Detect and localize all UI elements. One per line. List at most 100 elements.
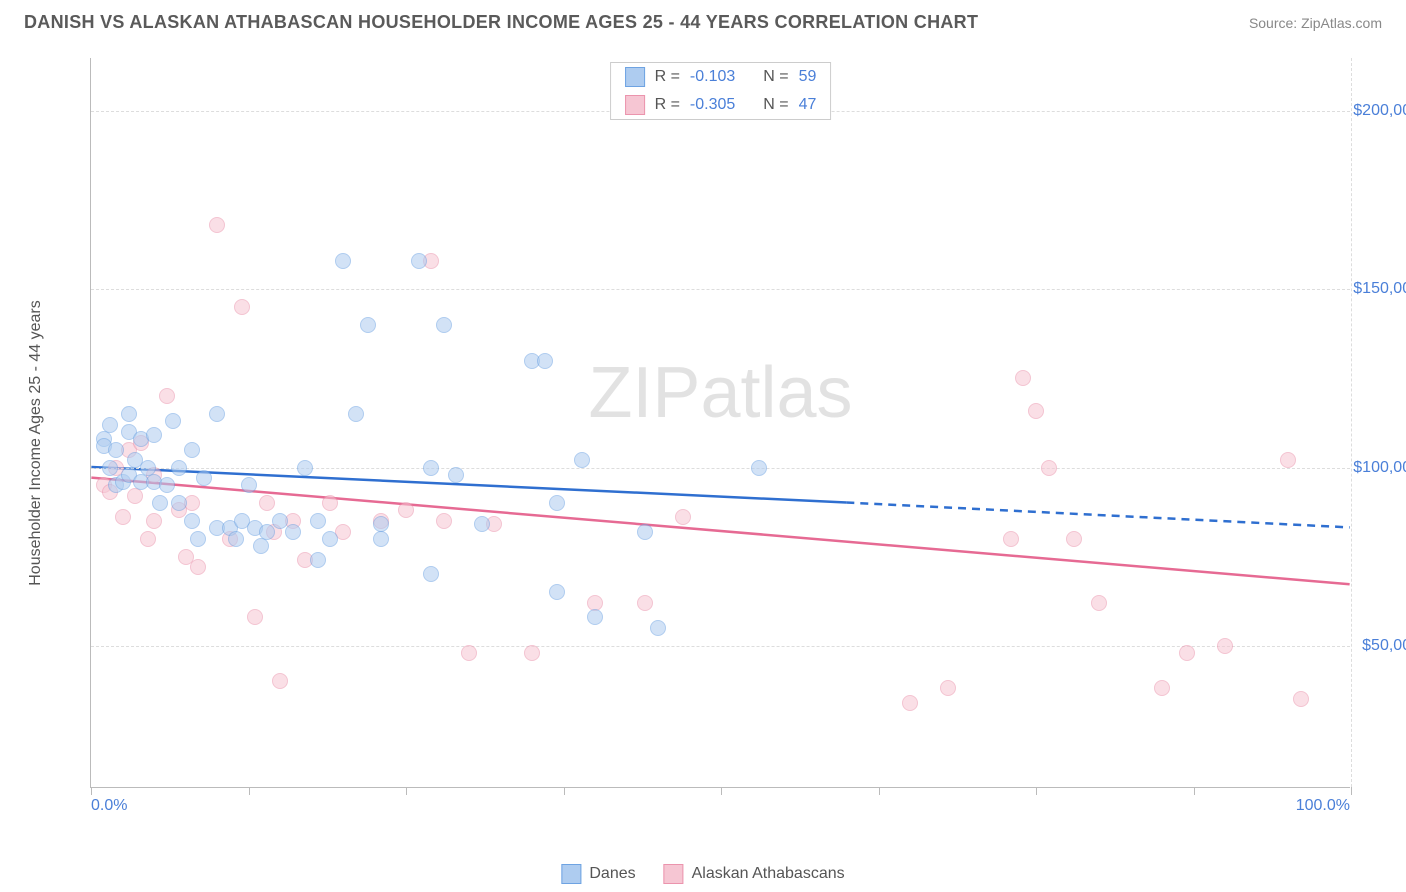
data-point-danes: [190, 531, 206, 547]
y-axis-title: Householder Income Ages 25 - 44 years: [27, 300, 45, 586]
data-point-athabascans: [1217, 638, 1233, 654]
data-point-danes: [165, 413, 181, 429]
data-point-danes: [637, 524, 653, 540]
data-point-athabascans: [902, 695, 918, 711]
data-point-athabascans: [115, 509, 131, 525]
data-point-danes: [184, 442, 200, 458]
legend-swatch-athabascans: [625, 95, 645, 115]
legend-label: Danes: [589, 865, 635, 883]
data-point-danes: [171, 495, 187, 511]
r-value: -0.103: [690, 68, 735, 86]
data-point-danes: [241, 477, 257, 493]
data-point-danes: [310, 552, 326, 568]
data-point-danes: [474, 516, 490, 532]
data-point-danes: [549, 584, 565, 600]
data-point-danes: [574, 452, 590, 468]
x-axis-max-label: 100.0%: [1296, 797, 1350, 815]
data-point-danes: [146, 427, 162, 443]
data-point-danes: [373, 531, 389, 547]
data-point-danes: [108, 442, 124, 458]
x-tick: [1194, 787, 1195, 795]
x-tick: [406, 787, 407, 795]
legend-swatch-athabascans: [664, 864, 684, 884]
data-point-athabascans: [1179, 645, 1195, 661]
data-point-danes: [209, 406, 225, 422]
data-point-danes: [436, 317, 452, 333]
data-point-athabascans: [398, 502, 414, 518]
data-point-athabascans: [1091, 595, 1107, 611]
grid-line: [1351, 58, 1352, 787]
grid-line: [91, 289, 1350, 290]
n-label: N =: [763, 68, 788, 86]
data-point-danes: [751, 460, 767, 476]
legend-item-danes: Danes: [561, 864, 635, 884]
data-point-athabascans: [1280, 452, 1296, 468]
r-label: R =: [655, 96, 680, 114]
data-point-athabascans: [209, 217, 225, 233]
data-point-athabascans: [234, 299, 250, 315]
data-point-danes: [171, 460, 187, 476]
legend-label: Alaskan Athabascans: [692, 865, 845, 883]
data-point-athabascans: [1003, 531, 1019, 547]
x-tick: [91, 787, 92, 795]
data-point-danes: [102, 417, 118, 433]
data-point-athabascans: [146, 513, 162, 529]
correlation-legend: R = -0.103 N = 59 R = -0.305 N = 47: [610, 62, 832, 120]
y-tick-label: $150,000: [1353, 280, 1406, 298]
legend-swatch-danes: [561, 864, 581, 884]
data-point-danes: [184, 513, 200, 529]
data-point-danes: [297, 460, 313, 476]
data-point-danes: [228, 531, 244, 547]
y-tick-label: $200,000: [1353, 102, 1406, 120]
y-tick-label: $100,000: [1353, 459, 1406, 477]
grid-line: [91, 646, 1350, 647]
x-tick: [879, 787, 880, 795]
data-point-athabascans: [190, 559, 206, 575]
data-point-athabascans: [524, 645, 540, 661]
data-point-athabascans: [1293, 691, 1309, 707]
data-point-danes: [152, 495, 168, 511]
data-point-athabascans: [675, 509, 691, 525]
x-tick: [721, 787, 722, 795]
data-point-danes: [335, 253, 351, 269]
data-point-athabascans: [1028, 403, 1044, 419]
data-point-danes: [373, 516, 389, 532]
legend-item-athabascans: Alaskan Athabascans: [664, 864, 845, 884]
r-label: R =: [655, 68, 680, 86]
scatter-plot: R = -0.103 N = 59 R = -0.305 N = 47 ZIPa…: [90, 58, 1350, 788]
x-tick: [249, 787, 250, 795]
legend-row: R = -0.305 N = 47: [611, 91, 831, 119]
data-point-danes: [121, 406, 137, 422]
data-point-danes: [587, 609, 603, 625]
data-point-danes: [310, 513, 326, 529]
data-point-athabascans: [127, 488, 143, 504]
data-point-danes: [423, 460, 439, 476]
data-point-danes: [360, 317, 376, 333]
x-axis-min-label: 0.0%: [91, 797, 127, 815]
data-point-danes: [322, 531, 338, 547]
data-point-athabascans: [436, 513, 452, 529]
data-point-athabascans: [1015, 370, 1031, 386]
data-point-danes: [650, 620, 666, 636]
x-tick: [1036, 787, 1037, 795]
source-label: Source: ZipAtlas.com: [1249, 15, 1382, 31]
y-tick-label: $50,000: [1362, 637, 1406, 655]
page-title: DANISH VS ALASKAN ATHABASCAN HOUSEHOLDER…: [24, 12, 978, 33]
series-legend: Danes Alaskan Athabascans: [561, 864, 844, 884]
data-point-danes: [102, 460, 118, 476]
data-point-athabascans: [247, 609, 263, 625]
data-point-danes: [549, 495, 565, 511]
grid-line: [91, 468, 1350, 469]
data-point-athabascans: [1154, 680, 1170, 696]
n-value: 59: [799, 68, 817, 86]
data-point-athabascans: [940, 680, 956, 696]
x-tick: [564, 787, 565, 795]
watermark: ZIPatlas: [588, 352, 852, 434]
data-point-danes: [423, 566, 439, 582]
chart-container: Householder Income Ages 25 - 44 years R …: [60, 58, 1380, 828]
data-point-athabascans: [159, 388, 175, 404]
data-point-danes: [253, 538, 269, 554]
legend-row: R = -0.103 N = 59: [611, 63, 831, 91]
data-point-danes: [448, 467, 464, 483]
data-point-danes: [537, 353, 553, 369]
